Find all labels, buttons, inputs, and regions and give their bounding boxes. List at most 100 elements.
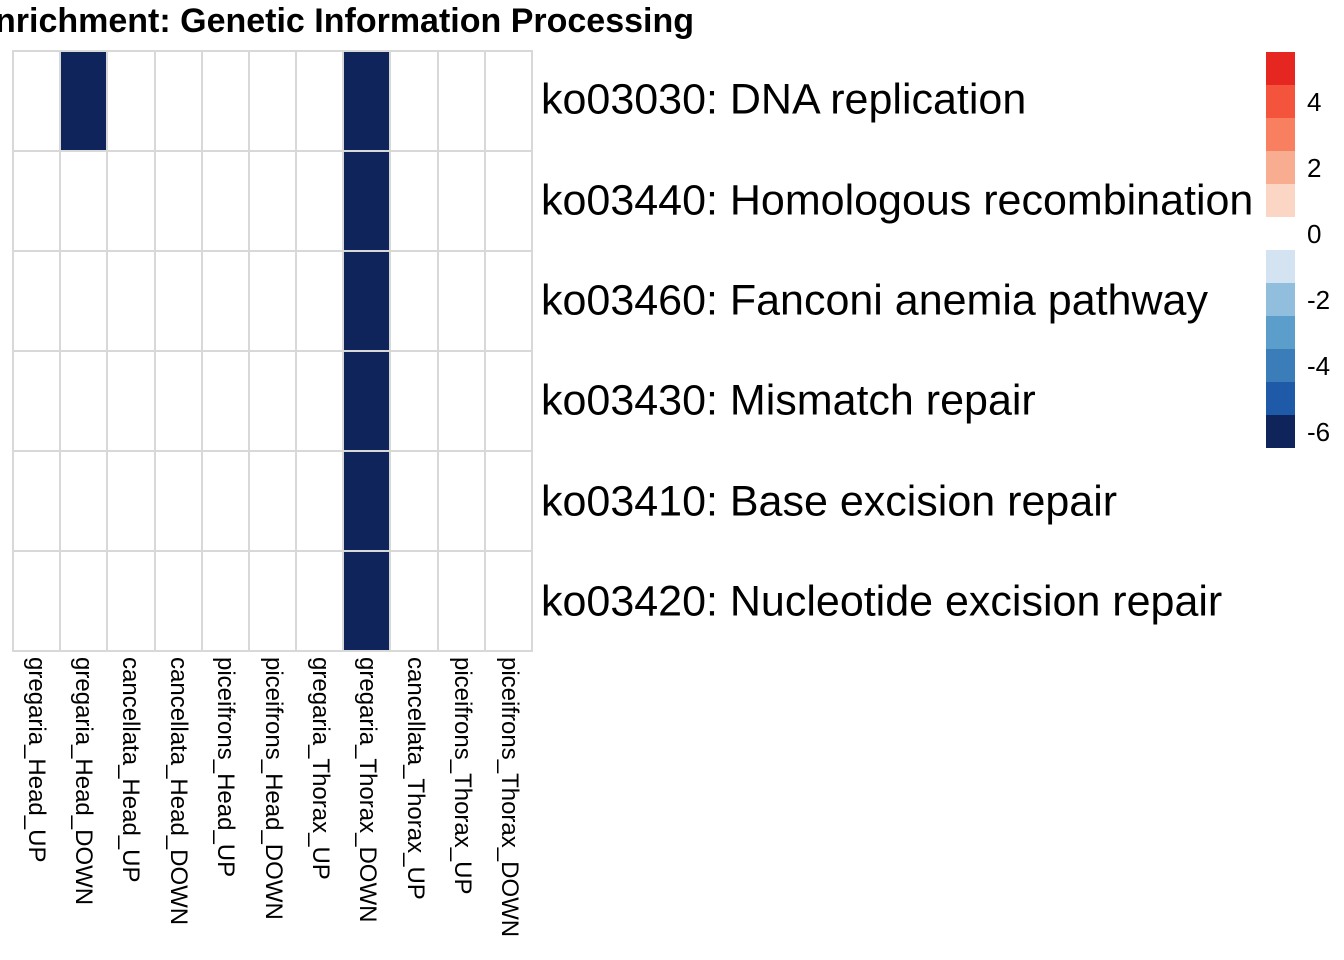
heatmap-cell (438, 52, 484, 150)
heatmap-cell (61, 452, 107, 550)
column-label: piceifrons_Head_UP (212, 657, 240, 878)
heatmap-cell (344, 452, 390, 550)
row-label: ko03410: Base excision repair (541, 477, 1118, 525)
heatmap-cell (485, 452, 531, 550)
heatmap-cell (108, 552, 154, 650)
heatmap-cell (202, 252, 248, 350)
row-label: ko03430: Mismatch repair (541, 376, 1036, 425)
column-label: gregaria_Head_UP (22, 657, 50, 863)
column-label: piceifrons_Thorax_UP (448, 657, 476, 895)
heatmap-cell (155, 252, 201, 350)
heatmap-cell (14, 152, 60, 250)
heatmap-cell (391, 552, 437, 650)
heatmap-cell (61, 52, 107, 150)
heatmap-cell (14, 52, 60, 150)
heatmap-cell (249, 452, 296, 550)
heatmap-cell (344, 252, 390, 350)
column-label: gregaria_Thorax_UP (306, 657, 334, 880)
heatmap-cell (438, 252, 484, 350)
row-label: ko03460: Fanconi anemia pathway (541, 276, 1208, 325)
legend-tick-label: 4 (1307, 86, 1322, 117)
legend-color-box (1266, 85, 1295, 118)
legend-color-box (1266, 349, 1295, 382)
heatmap-cell (14, 452, 60, 550)
legend-color-box (1266, 316, 1295, 349)
heatmap-cell (485, 552, 531, 650)
heatmap-cell (391, 352, 437, 450)
row-label: ko03420: Nucleotide excision repair (541, 577, 1223, 626)
legend-color-box (1266, 250, 1295, 283)
heatmap-cell (14, 552, 60, 650)
heatmap-cell (297, 552, 343, 650)
heatmap-cell (438, 352, 484, 450)
heatmap-cell (155, 552, 201, 650)
heatmap-cell (202, 352, 248, 450)
heatmap-cell (202, 52, 248, 150)
heatmap-cell (485, 152, 531, 250)
heatmap-cell (297, 52, 343, 150)
column-label: gregaria_Head_DOWN (70, 657, 98, 906)
color-legend (1266, 52, 1295, 448)
heatmap-cell (249, 352, 296, 450)
heatmap-cell (61, 352, 107, 450)
legend-tick-label: -6 (1307, 416, 1331, 447)
legend-color-box (1266, 151, 1295, 184)
heatmap-cell (297, 152, 343, 250)
heatmap-cell (108, 52, 154, 150)
heatmap-cell (155, 352, 201, 450)
heatmap-cell (108, 252, 154, 350)
legend-color-box (1266, 118, 1295, 151)
column-label: piceifrons_Head_DOWN (259, 657, 287, 920)
heatmap-cell (108, 152, 154, 250)
column-label: piceifrons_Thorax_DOWN (496, 657, 524, 938)
heatmap-cell (391, 152, 437, 250)
column-label: cancellata_Head_DOWN (164, 657, 192, 926)
heatmap-cell (61, 552, 107, 650)
heatmap-cell (485, 252, 531, 350)
heatmap-cell (344, 552, 390, 650)
row-label: ko03030: DNA replication (541, 75, 1027, 124)
heatmap-cell (155, 152, 201, 250)
heatmap-cell (108, 352, 154, 450)
heatmap-grid (12, 50, 533, 652)
heatmap-cell (14, 352, 60, 450)
column-label: cancellata_Head_UP (117, 657, 145, 883)
chart-title: nrichment: Genetic Information Processin… (0, 2, 695, 40)
heatmap-cell (391, 252, 437, 350)
legend-tick-label: 2 (1307, 152, 1322, 183)
heatmap-cell (297, 452, 343, 550)
heatmap-cell (344, 152, 390, 250)
heatmap-cell (155, 452, 201, 550)
heatmap-cell (344, 352, 390, 450)
heatmap-cell (108, 452, 154, 550)
heatmap-cell (391, 452, 437, 550)
heatmap-cell (297, 252, 343, 350)
heatmap-cell (155, 52, 201, 150)
heatmap-cell (297, 352, 343, 450)
row-label: ko03440: Homologous recombination (541, 176, 1254, 224)
legend-color-box (1266, 283, 1295, 316)
legend-color-box (1266, 184, 1295, 217)
heatmap-cell (249, 252, 296, 350)
heatmap-cell (249, 152, 296, 250)
heatmap-cell (344, 52, 390, 150)
column-label: gregaria_Thorax_DOWN (354, 657, 382, 923)
heatmap-cell (438, 452, 484, 550)
heatmap-cell (202, 552, 248, 650)
column-label: cancellata_Thorax_UP (401, 657, 429, 900)
heatmap-cell (391, 52, 437, 150)
legend-tick-label: 0 (1307, 218, 1322, 249)
legend-color-box (1266, 217, 1295, 250)
legend-tick-label: -4 (1307, 350, 1331, 381)
heatmap-cell (485, 352, 531, 450)
legend-color-box (1266, 52, 1295, 85)
heatmap-cell (61, 152, 107, 250)
heatmap-cell (202, 152, 248, 250)
legend-color-box (1266, 382, 1295, 415)
heatmap-cell (14, 252, 60, 350)
legend-tick-label: -2 (1307, 284, 1331, 315)
heatmap-cell (485, 52, 531, 150)
heatmap-cell (438, 152, 484, 250)
heatmap-cell (249, 552, 296, 650)
